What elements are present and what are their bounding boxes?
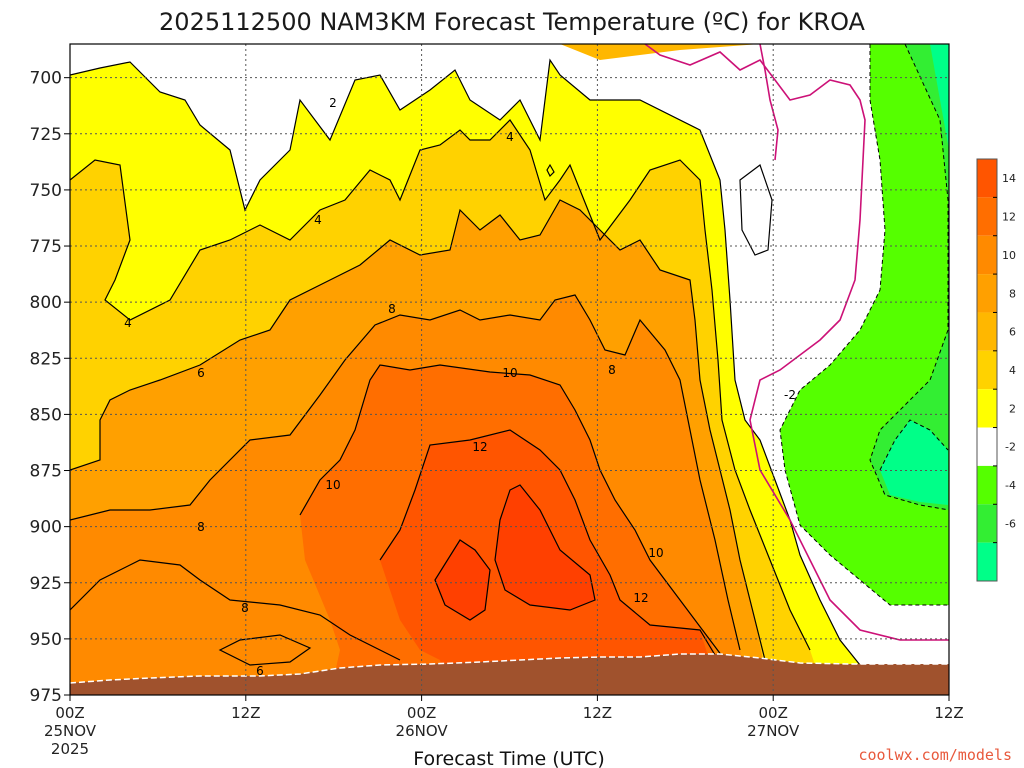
y-tick-label: 775 (30, 237, 62, 257)
temp-minus6-pocket (880, 420, 948, 505)
contour-label: 8 (388, 302, 396, 316)
y-tick-label: 975 (30, 686, 62, 706)
y-axis: 700 725 750 775 800 825 850 875 900 925 950 975 (30, 69, 70, 706)
contour-label: 12 (633, 591, 648, 605)
contour-label: 4 (314, 213, 322, 227)
x-tick-label: 12Z (231, 704, 260, 722)
temp-minus6-top (930, 44, 949, 150)
colorbar-tick-label: 12 (1002, 211, 1016, 224)
chart-title: 2025112500 NAM3KM Forecast Temperature (… (159, 8, 866, 36)
temp-minus4-fill (870, 44, 949, 510)
contour-label: 8 (241, 601, 249, 615)
colorbar-tick-label: 2 (1009, 402, 1016, 415)
colorbar-swatch (977, 312, 997, 351)
colorbar-tick-label: -2 (1005, 441, 1016, 454)
colorbar-swatch (977, 465, 997, 505)
colorbar-swatch (977, 159, 997, 198)
colorbar-swatch (977, 504, 997, 543)
colorbar-swatch (977, 274, 997, 313)
x-tick-label: 12Z (934, 704, 963, 722)
zero-degree-contour (644, 44, 949, 641)
x-tick-label: 26NOV (396, 722, 449, 740)
temp-14-cell-a (435, 540, 490, 620)
y-tick-label: 900 (30, 518, 62, 538)
colorbar-tick-label: -4 (1005, 479, 1016, 492)
colorbar-tick-label: 4 (1009, 364, 1016, 377)
colorbar-swatch (977, 350, 997, 390)
colorbar: 14 12 10 8 6 4 2 -2 -4 -6 (976, 158, 1016, 582)
colorbar-tick-label: 8 (1009, 287, 1016, 300)
terrain-edge (70, 653, 949, 684)
contour-label: 6 (197, 366, 205, 380)
x-tick-label: 00Z (55, 704, 84, 722)
colorbar-swatch (977, 542, 997, 581)
y-tick-label: 700 (30, 69, 62, 89)
contour-label: 4 (506, 130, 514, 144)
cold-contour-lines (779, 44, 949, 606)
plot-area: 2 4 4 4 6 8 8 10 8 10 12 8 8 10 12 6 -2 … (30, 43, 964, 758)
contour-label: -2 (784, 388, 796, 402)
y-tick-label: 875 (30, 462, 62, 482)
x-tick-label: 00Z (759, 704, 788, 722)
colorbar-tick-label: 14 (1002, 172, 1016, 185)
y-tick-label: 825 (30, 349, 62, 369)
colorbar-tick-label: 10 (1002, 249, 1016, 262)
contour-label: 12 (472, 440, 487, 454)
y-tick-label: 800 (30, 293, 62, 313)
x-axis-label: Forecast Time (UTC) (413, 748, 604, 768)
y-tick-label: 725 (30, 125, 62, 145)
x-tick-label: 27NOV (747, 722, 800, 740)
contour-label: 6 (256, 664, 264, 678)
contour-lines (70, 58, 861, 666)
y-tick-label: 850 (30, 405, 62, 425)
contour-label: 10 (648, 546, 663, 560)
y-tick-label: 925 (30, 574, 62, 594)
colorbar-frame (976, 158, 998, 582)
x-tick-label: 25NOV (44, 722, 97, 740)
y-tick-label: 750 (30, 181, 62, 201)
grid-lines (70, 44, 949, 696)
contour-label: 4 (124, 316, 132, 330)
colorbar-swatch (977, 427, 997, 466)
plot-frame (69, 43, 950, 696)
contour-labels: 2 4 4 4 6 8 8 10 8 10 12 8 8 10 12 6 -2 (124, 96, 796, 678)
y-tick-label: 950 (30, 630, 62, 650)
contour-label: 2 (329, 96, 337, 110)
colorbar-tick-label: -6 (1005, 517, 1016, 530)
contour-label: 8 (608, 363, 616, 377)
colorbar-tick-label: 6 (1009, 326, 1016, 339)
colorbar-swatch (977, 197, 997, 236)
contour-label: 8 (197, 520, 205, 534)
terrain (70, 654, 949, 695)
contour-label: 10 (502, 366, 517, 380)
colorbar-swatch (977, 389, 997, 428)
x-tick-label: 2025 (51, 740, 89, 758)
colorbar-swatch (977, 235, 997, 275)
temp-14-cell-b (495, 485, 595, 610)
contour-label: 10 (325, 478, 340, 492)
credit-text: coolwx.com/models (858, 746, 1012, 764)
x-tick-label: 00Z (407, 704, 436, 722)
x-tick-label: 12Z (583, 704, 612, 722)
